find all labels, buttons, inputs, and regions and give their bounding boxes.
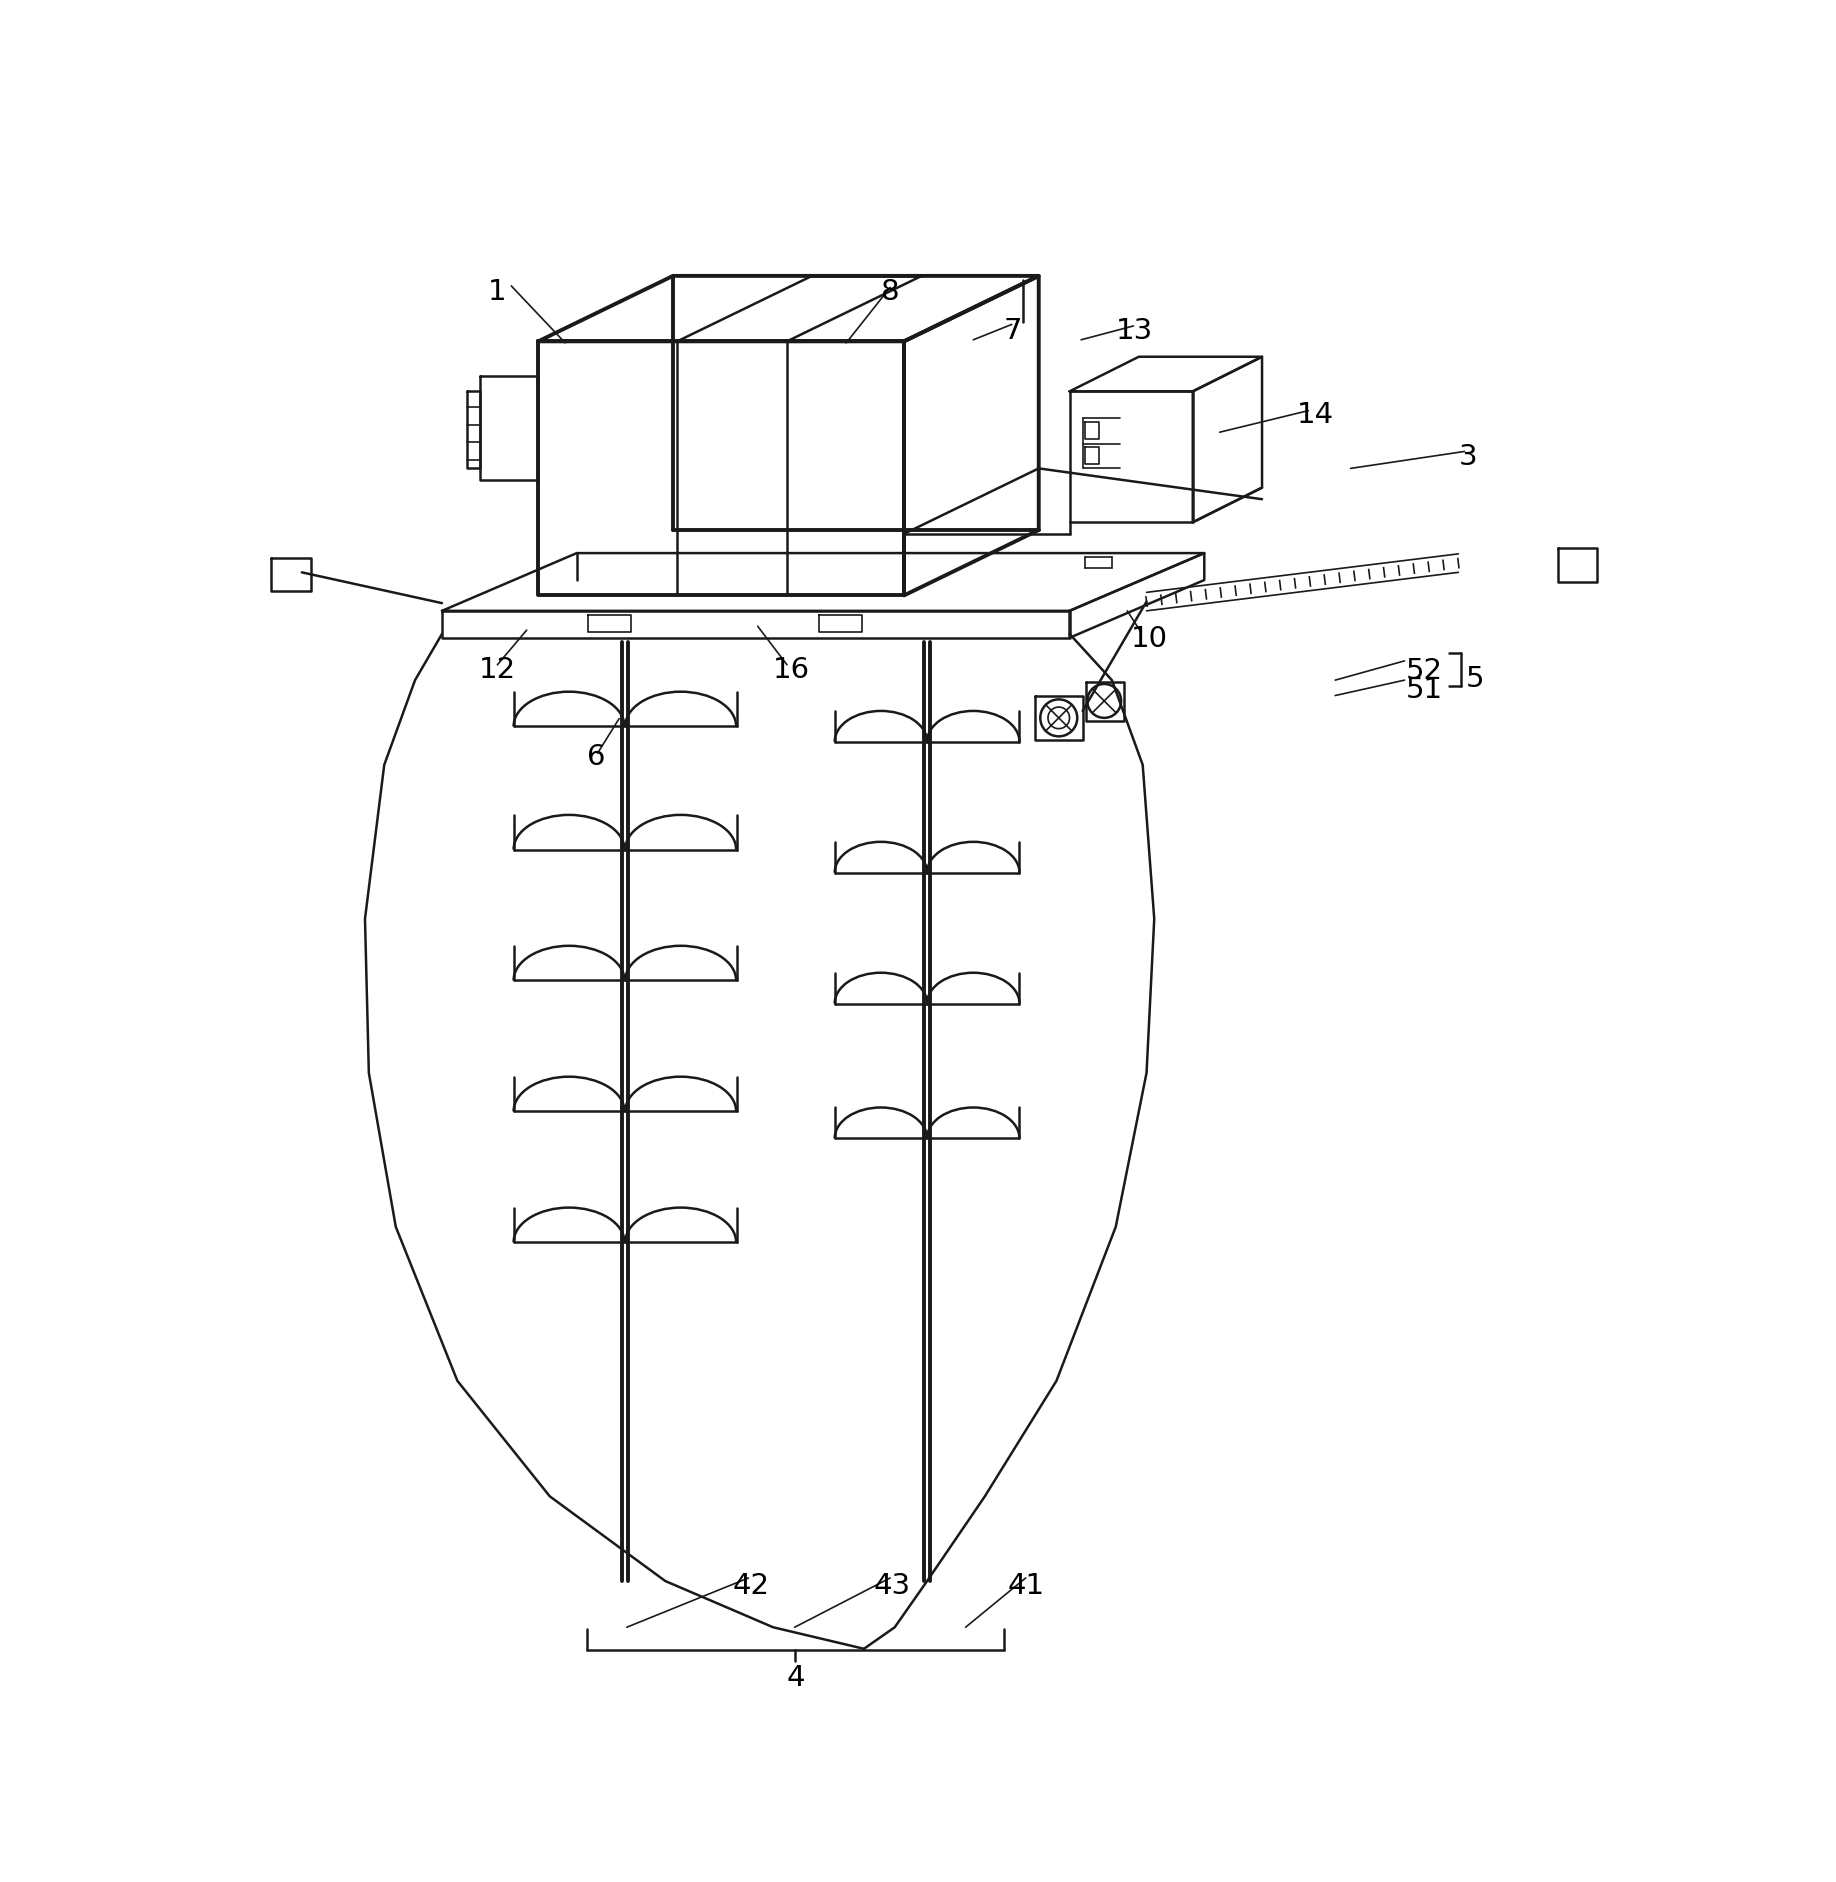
Text: 13: 13 — [1116, 316, 1153, 344]
Text: 12: 12 — [479, 655, 516, 683]
Text: 6: 6 — [588, 743, 606, 772]
Text: 7: 7 — [1004, 316, 1023, 344]
Text: 10: 10 — [1131, 625, 1168, 653]
Text: 16: 16 — [773, 655, 810, 683]
Text: 42: 42 — [733, 1571, 769, 1600]
Text: 51: 51 — [1406, 676, 1443, 704]
Text: 8: 8 — [881, 279, 900, 307]
Text: 14: 14 — [1296, 401, 1333, 429]
Text: 43: 43 — [874, 1571, 911, 1600]
Text: 52: 52 — [1406, 657, 1443, 685]
Text: 3: 3 — [1458, 442, 1476, 470]
Text: 5: 5 — [1467, 664, 1485, 693]
Text: 4: 4 — [788, 1664, 806, 1692]
Text: 41: 41 — [1008, 1571, 1045, 1600]
Text: 1: 1 — [488, 279, 507, 307]
